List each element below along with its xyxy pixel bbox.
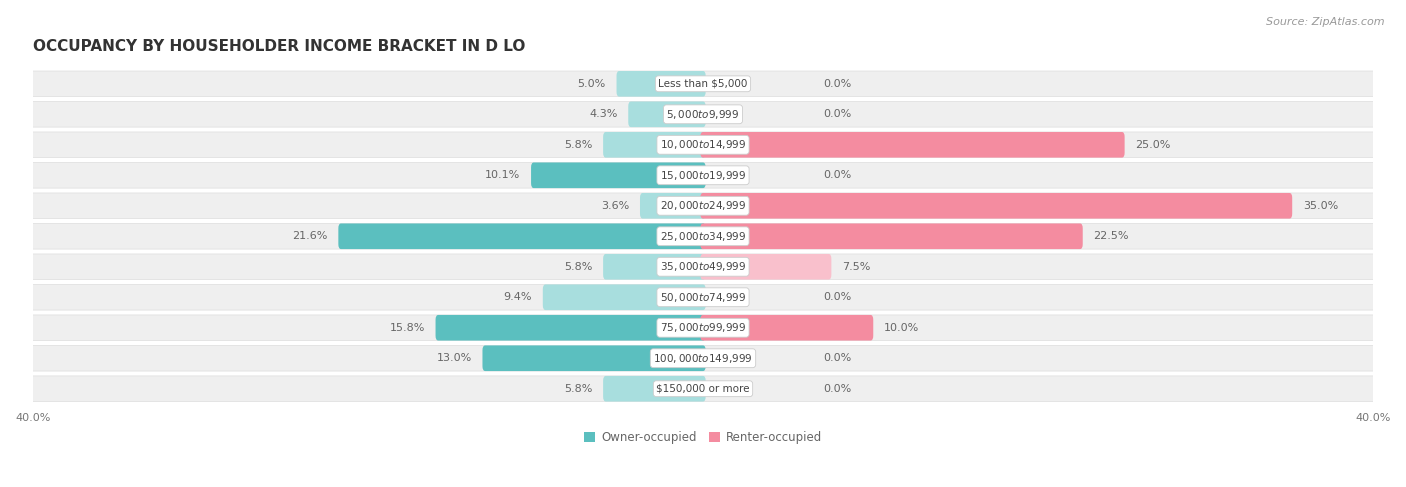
Text: $50,000 to $74,999: $50,000 to $74,999 bbox=[659, 291, 747, 304]
Text: 5.0%: 5.0% bbox=[578, 79, 606, 89]
FancyBboxPatch shape bbox=[30, 345, 1376, 371]
Legend: Owner-occupied, Renter-occupied: Owner-occupied, Renter-occupied bbox=[583, 431, 823, 444]
FancyBboxPatch shape bbox=[531, 163, 706, 188]
FancyBboxPatch shape bbox=[30, 254, 1376, 280]
FancyBboxPatch shape bbox=[436, 315, 706, 340]
Text: 5.8%: 5.8% bbox=[564, 262, 592, 272]
Text: 0.0%: 0.0% bbox=[824, 292, 852, 302]
FancyBboxPatch shape bbox=[700, 315, 873, 340]
Text: 9.4%: 9.4% bbox=[503, 292, 531, 302]
FancyBboxPatch shape bbox=[700, 132, 1125, 158]
Text: 5.8%: 5.8% bbox=[564, 140, 592, 150]
Text: Source: ZipAtlas.com: Source: ZipAtlas.com bbox=[1267, 17, 1385, 27]
FancyBboxPatch shape bbox=[30, 163, 1376, 188]
FancyBboxPatch shape bbox=[700, 193, 1292, 219]
Text: $75,000 to $99,999: $75,000 to $99,999 bbox=[659, 321, 747, 334]
FancyBboxPatch shape bbox=[30, 315, 1376, 340]
Text: OCCUPANCY BY HOUSEHOLDER INCOME BRACKET IN D LO: OCCUPANCY BY HOUSEHOLDER INCOME BRACKET … bbox=[32, 39, 524, 55]
FancyBboxPatch shape bbox=[640, 193, 706, 219]
Text: $25,000 to $34,999: $25,000 to $34,999 bbox=[659, 230, 747, 243]
FancyBboxPatch shape bbox=[628, 101, 706, 127]
Text: 0.0%: 0.0% bbox=[824, 384, 852, 393]
Text: 10.0%: 10.0% bbox=[884, 323, 920, 333]
FancyBboxPatch shape bbox=[603, 376, 706, 402]
FancyBboxPatch shape bbox=[30, 376, 1376, 402]
Text: 10.1%: 10.1% bbox=[485, 170, 520, 180]
Text: 0.0%: 0.0% bbox=[824, 170, 852, 180]
FancyBboxPatch shape bbox=[30, 101, 1376, 127]
Text: 0.0%: 0.0% bbox=[824, 353, 852, 363]
FancyBboxPatch shape bbox=[616, 71, 706, 96]
FancyBboxPatch shape bbox=[700, 254, 831, 280]
FancyBboxPatch shape bbox=[30, 284, 1376, 310]
Text: $35,000 to $49,999: $35,000 to $49,999 bbox=[659, 260, 747, 273]
FancyBboxPatch shape bbox=[482, 345, 706, 371]
FancyBboxPatch shape bbox=[30, 132, 1376, 158]
Text: 13.0%: 13.0% bbox=[436, 353, 472, 363]
Text: $15,000 to $19,999: $15,000 to $19,999 bbox=[659, 169, 747, 182]
FancyBboxPatch shape bbox=[30, 71, 1376, 96]
Text: $5,000 to $9,999: $5,000 to $9,999 bbox=[666, 108, 740, 121]
FancyBboxPatch shape bbox=[543, 284, 706, 310]
Text: 0.0%: 0.0% bbox=[824, 109, 852, 119]
FancyBboxPatch shape bbox=[700, 224, 1083, 249]
FancyBboxPatch shape bbox=[339, 224, 706, 249]
Text: 0.0%: 0.0% bbox=[824, 79, 852, 89]
Text: 25.0%: 25.0% bbox=[1136, 140, 1171, 150]
FancyBboxPatch shape bbox=[603, 254, 706, 280]
Text: 3.6%: 3.6% bbox=[600, 201, 630, 211]
Text: 35.0%: 35.0% bbox=[1303, 201, 1339, 211]
Text: 15.8%: 15.8% bbox=[389, 323, 425, 333]
Text: $150,000 or more: $150,000 or more bbox=[657, 384, 749, 393]
FancyBboxPatch shape bbox=[603, 132, 706, 158]
Text: 5.8%: 5.8% bbox=[564, 384, 592, 393]
Text: 7.5%: 7.5% bbox=[842, 262, 870, 272]
Text: 21.6%: 21.6% bbox=[292, 231, 328, 241]
Text: $20,000 to $24,999: $20,000 to $24,999 bbox=[659, 199, 747, 212]
Text: Less than $5,000: Less than $5,000 bbox=[658, 79, 748, 89]
Text: $100,000 to $149,999: $100,000 to $149,999 bbox=[654, 352, 752, 365]
Text: $10,000 to $14,999: $10,000 to $14,999 bbox=[659, 138, 747, 151]
FancyBboxPatch shape bbox=[30, 224, 1376, 249]
Text: 22.5%: 22.5% bbox=[1094, 231, 1129, 241]
FancyBboxPatch shape bbox=[30, 193, 1376, 219]
Text: 4.3%: 4.3% bbox=[589, 109, 617, 119]
